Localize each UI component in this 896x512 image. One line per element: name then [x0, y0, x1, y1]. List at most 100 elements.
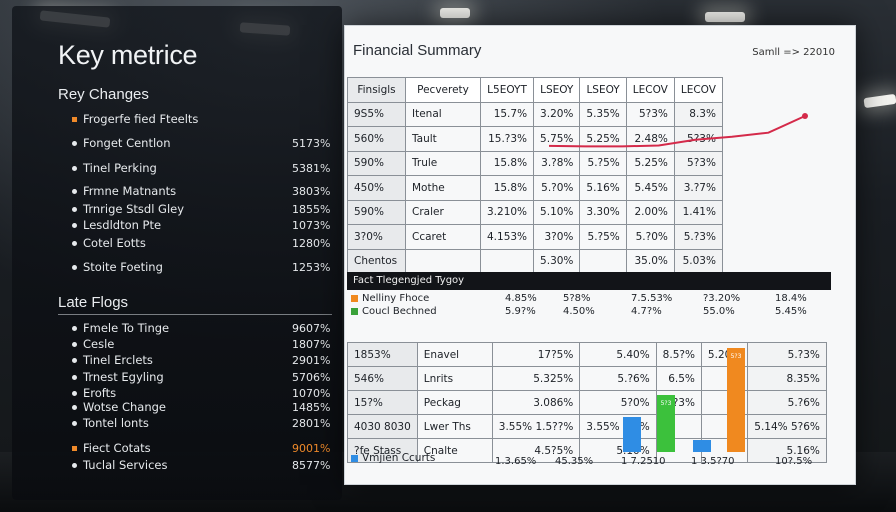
bullet-icon	[72, 223, 77, 228]
metric-value: 2801%	[292, 417, 331, 430]
metric-item: Trnest Egyling	[72, 370, 164, 384]
table-cell: Chentos	[347, 248, 406, 274]
table-cell: 590%	[347, 150, 406, 176]
table-cell: 5.16%	[747, 438, 827, 463]
legend-value: 5.9?%	[505, 306, 536, 317]
table-row: Chentos 5.30% 35.0% 5.03%	[347, 248, 723, 274]
section-band: Fact Tlegengjed Tygoy	[347, 272, 831, 290]
table-row: 1853% Enavel 17?5% 5.40% 8.5?% 5.20% 5.?3%	[347, 342, 827, 367]
metric-item: Tontel lonts	[72, 416, 149, 430]
legend-label: Nelliny Fhoce	[362, 293, 430, 304]
section-divider	[58, 314, 332, 315]
table-cell: 4030 8030	[347, 414, 418, 439]
table-cell: Peckag	[416, 390, 493, 415]
legend-swatch	[351, 307, 358, 315]
footer-value: 10?.5%	[775, 456, 813, 467]
table-cell: 5.?6%	[579, 366, 657, 391]
table-row: 560% Tault 15.?3% 5.75% 5.25% 2.48% 5?3%	[347, 126, 723, 152]
table-cell: 5.14% 5?6%	[747, 414, 827, 439]
table-cell: 3.55% 2.5%	[579, 414, 657, 439]
chart-bar	[623, 417, 641, 452]
metric-value: 1807%	[292, 338, 331, 351]
table-cell: 5.325%	[491, 366, 581, 391]
table-cell: 8.5?%	[655, 342, 702, 367]
metric-item: Wotse Change	[72, 400, 166, 414]
table-cell: 3.210%	[479, 199, 535, 225]
bullet-icon	[72, 342, 77, 347]
metric-item: Cotel Eotts	[72, 236, 146, 250]
section-heading-late-flags: Late Flogs	[58, 294, 129, 311]
table-cell: 5.10%	[533, 199, 581, 225]
metric-value: 1070%	[292, 387, 331, 400]
legend-value: 4.50%	[563, 306, 595, 317]
table-cell: Itenal	[405, 101, 481, 127]
table-cell: Trule	[405, 150, 481, 176]
table-cell: 15.8%	[479, 150, 535, 176]
table-cell: 5.03%	[673, 248, 723, 274]
panel-title: Key metrice	[58, 40, 198, 70]
footer-value: 1 3.5?70	[691, 456, 735, 467]
table-cell: Tault	[405, 126, 481, 152]
table-cell: 5.?5%	[579, 150, 627, 176]
table-cell: Mothe	[405, 175, 481, 201]
table-cell: 15.7%	[479, 101, 535, 127]
metric-label: Frmne Matnants	[83, 184, 177, 198]
metric-item: Fiect Cotats	[72, 441, 151, 455]
footer-legend: Vmjien Ccurts	[351, 452, 435, 464]
metric-item: Tuclal Services	[72, 458, 167, 472]
table-cell: 5.25%	[625, 150, 675, 176]
table-cell: 3.30%	[579, 199, 627, 225]
table-cell: 3.55% 1.5??%	[491, 414, 581, 439]
table-row: 9S5% Itenal 15.7% 3.20% 5.35% 5?3% 8.3%	[347, 101, 723, 127]
chart-bar	[693, 440, 711, 452]
bullet-icon	[72, 463, 77, 468]
key-metrics-panel: Key metrice Rey Changes Frogerfe fied Ft…	[12, 6, 342, 500]
table-cell	[479, 248, 535, 274]
table-cell: 2.48%	[625, 126, 675, 152]
detail-table: 1853% Enavel 17?5% 5.40% 8.5?% 5.20% 5.?3% 546%…	[347, 342, 827, 463]
metric-label: Fonget Centlon	[83, 136, 171, 150]
section-heading-key-changes: Rey Changes	[58, 86, 149, 103]
table-cell: 1.41%	[673, 199, 723, 225]
legend-value: 18.4%	[775, 293, 807, 304]
metric-label: Trnest Egyling	[83, 370, 164, 384]
metric-label: Fmele To Tinge	[83, 321, 170, 335]
column-header: Pecverety	[405, 77, 481, 103]
table-cell: 5?3%	[673, 150, 723, 176]
table-row: 15?% Peckag 3.086% 5?0% 5.?3% 5.?6%	[347, 390, 827, 415]
bullet-icon	[72, 166, 77, 171]
metric-item: Fonget Centlon	[72, 136, 171, 150]
summary-table: Finsigls Pecverety L5EOYT LSEOY LSEOY LECOV LE…	[347, 77, 723, 274]
metric-value: 5173%	[292, 137, 331, 150]
footer-value: 1 7.2510	[621, 456, 666, 467]
metric-value: 5706%	[292, 371, 331, 384]
table-cell: 3.?8%	[533, 150, 581, 176]
table-header-row: Finsigls Pecverety L5EOYT LSEOY LSEOY LECOV LE…	[347, 77, 723, 103]
table-cell: 3.?7%	[673, 175, 723, 201]
metric-item: Frogerfe fied Fteelts	[72, 112, 198, 126]
table-cell: 1853%	[347, 342, 418, 367]
metric-label: Fiect Cotats	[83, 441, 151, 455]
bullet-icon	[72, 117, 77, 122]
column-header: Finsigls	[347, 77, 406, 103]
table-cell: 590%	[347, 199, 406, 225]
column-header: LECOV	[625, 77, 675, 103]
table-row: 4030 8030 Lwer Ths 3.55% 1.5??% 3.55% 2.5% 5…	[347, 414, 827, 439]
metric-label: Stoite Foeting	[83, 260, 163, 274]
bullet-icon	[72, 375, 77, 380]
footer-value: 45.35%	[555, 456, 594, 467]
table-cell: Cnalte	[416, 438, 493, 463]
metric-item: Tinel Erclets	[72, 353, 153, 367]
table-cell: Lwer Ths	[416, 414, 493, 439]
screen-title: Financial Summary	[353, 42, 482, 59]
table-cell: 3.20%	[533, 101, 581, 127]
table-cell: 5.?5%	[579, 224, 627, 250]
table-cell: 450%	[347, 175, 406, 201]
metric-label: Tinel Perking	[83, 161, 157, 175]
metric-value: 5381%	[292, 162, 331, 175]
metric-value: 1280%	[292, 237, 331, 250]
table-cell: 5.45%	[625, 175, 675, 201]
table-row: 3?0% Ccaret 4.153% 3?0% 5.?5% 5.?0% 5.?3%	[347, 224, 723, 250]
table-row: 546% Lnrits 5.325% 5.?6% 6.5% 8.35%	[347, 366, 827, 391]
legend-swatch	[351, 454, 358, 462]
